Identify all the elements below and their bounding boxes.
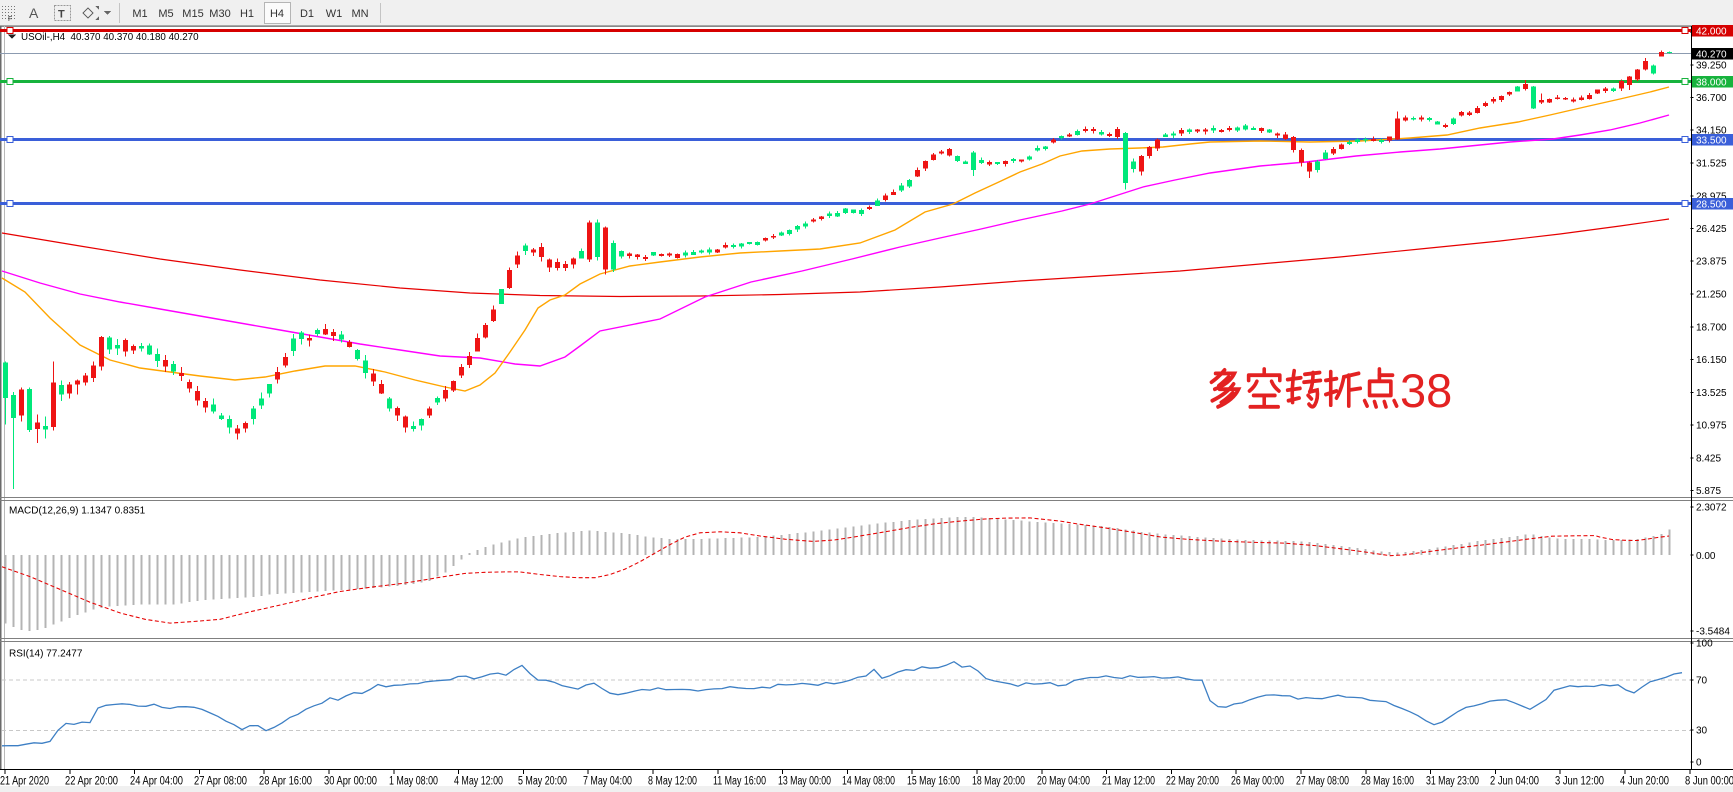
svg-text:14 May 08:00: 14 May 08:00 bbox=[842, 776, 895, 788]
svg-text:31.525: 31.525 bbox=[1696, 159, 1727, 170]
svg-text:M1: M1 bbox=[132, 8, 147, 20]
svg-text:26 May 00:00: 26 May 00:00 bbox=[1231, 776, 1284, 788]
svg-text:M5: M5 bbox=[158, 8, 173, 20]
svg-text:H4: H4 bbox=[270, 8, 284, 20]
svg-text:8 Jun 00:00: 8 Jun 00:00 bbox=[1685, 776, 1733, 788]
svg-text:H1: H1 bbox=[240, 8, 254, 20]
svg-text:2 Jun 04:00: 2 Jun 04:00 bbox=[1490, 776, 1539, 788]
svg-text:40.270: 40.270 bbox=[1696, 49, 1727, 60]
svg-text:26.425: 26.425 bbox=[1696, 224, 1727, 235]
svg-text:33.500: 33.500 bbox=[1696, 135, 1727, 146]
svg-text:23.875: 23.875 bbox=[1696, 257, 1727, 268]
svg-text:22 Apr 20:00: 22 Apr 20:00 bbox=[65, 776, 118, 788]
svg-text:13 May 00:00: 13 May 00:00 bbox=[778, 776, 831, 788]
svg-text:M15: M15 bbox=[182, 8, 203, 20]
svg-text:A: A bbox=[29, 5, 39, 21]
svg-text:30 Apr 00:00: 30 Apr 00:00 bbox=[324, 776, 377, 788]
svg-text:13.525: 13.525 bbox=[1696, 388, 1727, 399]
svg-text:27 May 08:00: 27 May 08:00 bbox=[1296, 776, 1349, 788]
svg-text:D1: D1 bbox=[300, 8, 314, 20]
svg-text:100: 100 bbox=[1696, 639, 1713, 650]
svg-text:15 May 16:00: 15 May 16:00 bbox=[907, 776, 960, 788]
svg-text:28.500: 28.500 bbox=[1696, 199, 1727, 210]
svg-text:0.00: 0.00 bbox=[1696, 551, 1716, 562]
svg-text:18.700: 18.700 bbox=[1696, 323, 1727, 334]
svg-text:4 May 12:00: 4 May 12:00 bbox=[454, 776, 503, 788]
svg-text:38: 38 bbox=[1400, 364, 1452, 417]
svg-text:M30: M30 bbox=[209, 8, 230, 20]
svg-text:11 May 16:00: 11 May 16:00 bbox=[713, 776, 766, 788]
svg-text:20 May 04:00: 20 May 04:00 bbox=[1037, 776, 1090, 788]
svg-text:8 May 12:00: 8 May 12:00 bbox=[648, 776, 697, 788]
svg-text:10.975: 10.975 bbox=[1696, 421, 1727, 432]
svg-text:7 May 04:00: 7 May 04:00 bbox=[583, 776, 632, 788]
svg-text:70: 70 bbox=[1696, 676, 1708, 687]
svg-text:36.700: 36.700 bbox=[1696, 93, 1727, 104]
svg-text:21 Apr 2020: 21 Apr 2020 bbox=[0, 776, 49, 788]
svg-text:21 May 12:00: 21 May 12:00 bbox=[1102, 776, 1155, 788]
svg-text:42.000: 42.000 bbox=[1696, 26, 1727, 37]
svg-text:0: 0 bbox=[1696, 758, 1702, 769]
svg-text:22 May 20:00: 22 May 20:00 bbox=[1166, 776, 1219, 788]
svg-text:39.250: 39.250 bbox=[1696, 61, 1727, 72]
svg-text:18 May 20:00: 18 May 20:00 bbox=[972, 776, 1025, 788]
svg-text:8.425: 8.425 bbox=[1696, 454, 1721, 465]
svg-text:28.975: 28.975 bbox=[1696, 192, 1727, 203]
svg-text:28 Apr 16:00: 28 Apr 16:00 bbox=[259, 776, 312, 788]
svg-text:28 May 16:00: 28 May 16:00 bbox=[1361, 776, 1414, 788]
svg-text:27 Apr 08:00: 27 Apr 08:00 bbox=[194, 776, 247, 788]
svg-text:-3.5484: -3.5484 bbox=[1696, 627, 1730, 638]
svg-text:MACD(12,26,9) 1.1347 0.8351: MACD(12,26,9) 1.1347 0.8351 bbox=[9, 506, 146, 517]
svg-text:F: F bbox=[8, 16, 12, 23]
svg-text:21.250: 21.250 bbox=[1696, 290, 1727, 301]
svg-text:5 May 20:00: 5 May 20:00 bbox=[518, 776, 567, 788]
svg-text:1 May 08:00: 1 May 08:00 bbox=[389, 776, 438, 788]
svg-text:2.3072: 2.3072 bbox=[1696, 503, 1727, 514]
svg-text:USOil-,H4 40.370 40.370 40.18: USOil-,H4 40.370 40.370 40.180 40.270 bbox=[21, 32, 199, 43]
svg-text:31 May 23:00: 31 May 23:00 bbox=[1426, 776, 1479, 788]
svg-text:MN: MN bbox=[351, 8, 368, 20]
svg-text:5.875: 5.875 bbox=[1696, 486, 1721, 497]
svg-text:24 Apr 04:00: 24 Apr 04:00 bbox=[130, 776, 183, 788]
svg-text:30: 30 bbox=[1696, 726, 1708, 737]
svg-text:16.150: 16.150 bbox=[1696, 355, 1727, 366]
svg-text:34.150: 34.150 bbox=[1696, 126, 1727, 137]
svg-text:4 Jun 20:00: 4 Jun 20:00 bbox=[1620, 776, 1669, 788]
svg-text:38.000: 38.000 bbox=[1696, 77, 1727, 88]
svg-text:W1: W1 bbox=[326, 8, 343, 20]
svg-text:RSI(14) 77.2477: RSI(14) 77.2477 bbox=[9, 649, 83, 660]
svg-text:3 Jun 12:00: 3 Jun 12:00 bbox=[1555, 776, 1604, 788]
svg-text:T: T bbox=[58, 9, 65, 21]
